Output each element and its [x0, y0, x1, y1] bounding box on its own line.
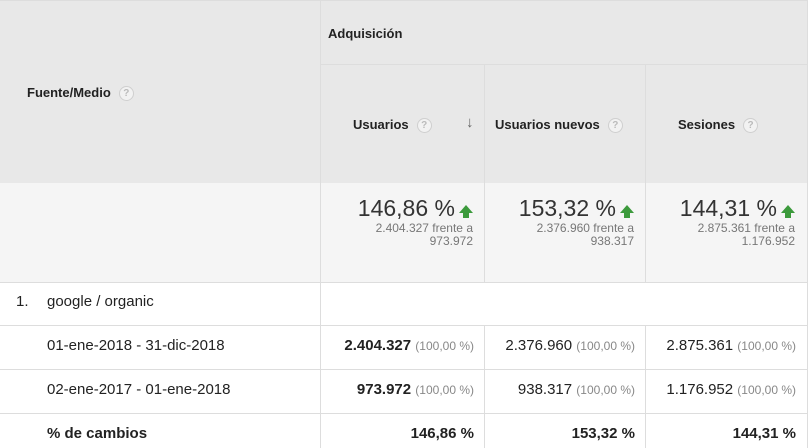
cell-percent: (100,00 %): [415, 339, 474, 353]
help-icon[interactable]: ?: [416, 118, 432, 134]
summary-compare-text: 973.972: [429, 234, 473, 248]
arrow-up-icon: [781, 204, 795, 218]
summary-sessions: 144,31 % 2.875.361 frente a 1.176.952: [646, 195, 795, 248]
table-header: [0, 0, 808, 183]
summary-change-value: 144,31 %: [679, 195, 777, 221]
change-users: 146,86 %: [410, 425, 474, 442]
column-header-label: Fuente/Medio: [27, 85, 111, 100]
summary-compare-text: 2.376.960 frente a: [536, 221, 634, 235]
cell-percent: (100,00 %): [415, 383, 474, 397]
cell-users: 2.404.327 (100,00 %): [321, 337, 474, 354]
cell-new-users: 2.376.960 (100,00 %): [485, 337, 635, 354]
cell-percent: (100,00 %): [737, 339, 796, 353]
row-index: 1.: [16, 293, 29, 310]
cell-sessions: 1.176.952 (100,00 %): [646, 381, 796, 398]
summary-change-value: 146,86 %: [357, 195, 455, 221]
date-range-label: 02-ene-2017 - 01-ene-2018: [47, 381, 231, 398]
change-new-users: 153,32 %: [571, 425, 635, 442]
column-header-label: Usuarios: [353, 117, 409, 132]
column-header-label: Usuarios nuevos: [495, 117, 600, 132]
summary-users: 146,86 % 2.404.327 frente a 973.972: [321, 195, 473, 248]
column-header-users[interactable]: Usuarios?: [353, 117, 432, 134]
column-header-source-medium[interactable]: Fuente/Medio?: [27, 85, 134, 102]
column-header-sessions[interactable]: Sesiones?: [678, 117, 759, 134]
cell-value: 2.404.327: [344, 337, 412, 354]
help-icon[interactable]: ?: [118, 86, 134, 102]
cell-percent: (100,00 %): [576, 383, 635, 397]
change-sessions: 144,31 %: [732, 425, 796, 442]
cell-users: 973.972 (100,00 %): [321, 381, 474, 398]
summary-new-users: 153,32 % 2.376.960 frente a 938.317: [485, 195, 634, 248]
cell-percent: (100,00 %): [576, 339, 635, 353]
cell-value: 938.317: [517, 381, 573, 398]
group-header-acquisition: Adquisición: [328, 26, 403, 41]
sort-down-arrow-icon[interactable]: ↓: [466, 114, 474, 131]
summary-compare-text: 2.875.361 frente a: [697, 221, 795, 235]
cell-value: 2.875.361: [666, 337, 734, 354]
cell-percent: (100,00 %): [737, 383, 796, 397]
cell-value: 1.176.952: [666, 381, 734, 398]
summary-compare-text: 1.176.952: [741, 234, 795, 248]
help-icon[interactable]: ?: [743, 118, 759, 134]
help-icon[interactable]: ?: [607, 118, 623, 134]
cell-value: 2.376.960: [505, 337, 573, 354]
summary-compare-text: 938.317: [590, 234, 634, 248]
summary-row: [0, 183, 808, 282]
summary-compare-text: 2.404.327 frente a: [375, 221, 473, 235]
cell-sessions: 2.875.361 (100,00 %): [646, 337, 796, 354]
arrow-up-icon: [459, 204, 473, 218]
change-row-label: % de cambios: [47, 425, 148, 442]
source-medium-link[interactable]: google / organic: [47, 293, 154, 310]
date-range-label: 01-ene-2018 - 31-dic-2018: [47, 337, 225, 354]
cell-value: 973.972: [356, 381, 412, 398]
column-header-label: Sesiones: [678, 117, 736, 132]
arrow-up-icon: [620, 204, 634, 218]
summary-change-value: 153,32 %: [518, 195, 616, 221]
cell-new-users: 938.317 (100,00 %): [485, 381, 635, 398]
column-header-new-users[interactable]: Usuarios nuevos?: [495, 117, 623, 134]
